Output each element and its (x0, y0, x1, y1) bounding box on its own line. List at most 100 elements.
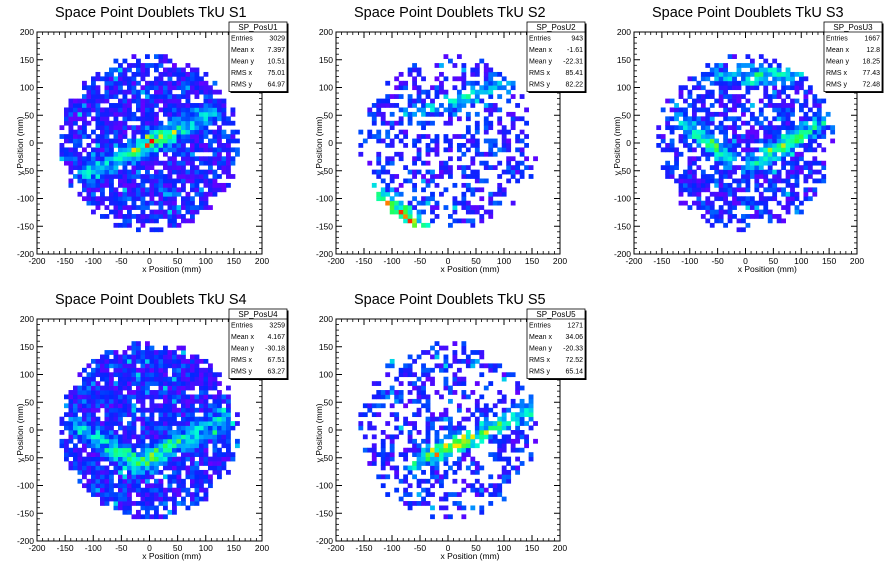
heatmap-bin (705, 205, 711, 210)
heatmap-bin (145, 151, 150, 157)
heatmap-bin (758, 147, 764, 153)
heatmap-bin (506, 129, 512, 135)
heatmap-bin (794, 89, 800, 95)
heatmap-bin (385, 363, 391, 369)
heatmap-bin (176, 492, 182, 497)
heatmap-bin (154, 156, 159, 162)
heatmap-bin (230, 425, 236, 431)
heatmap-bin (403, 129, 409, 135)
heatmap-bin (122, 129, 128, 135)
heatmap-bin (145, 452, 150, 457)
heatmap-bin (479, 89, 485, 95)
heatmap-bin (113, 205, 119, 210)
heatmap-bin (113, 165, 119, 170)
heatmap-bin (127, 205, 132, 210)
heatmap-bin (430, 474, 435, 480)
heatmap-bin (665, 143, 671, 148)
heatmap-bin (86, 191, 92, 197)
heatmap-bin (403, 372, 409, 378)
heatmap-bin (199, 156, 204, 162)
heatmap-bin (185, 169, 191, 175)
heatmap-bin (763, 125, 769, 131)
heatmap-bin (479, 434, 485, 440)
heatmap-bin (448, 103, 453, 108)
heatmap-bin (700, 182, 706, 188)
heatmap-bin (430, 492, 435, 497)
heatmap-bin (732, 116, 737, 122)
heatmap-bin (163, 456, 168, 462)
heatmap-bin (718, 218, 724, 224)
x-tick-label: -150 (355, 256, 372, 266)
heatmap-bin (73, 465, 78, 471)
heatmap-bin (199, 461, 204, 466)
heatmap-bin (113, 358, 119, 364)
heatmap-bin (803, 134, 809, 139)
heatmap-bin (122, 430, 128, 435)
heatmap-bin (118, 85, 123, 91)
heatmap-bin (452, 205, 458, 210)
heatmap-bin (73, 412, 78, 418)
heatmap-bin (109, 496, 114, 502)
heatmap-bin (226, 156, 231, 162)
heatmap-bin (691, 134, 697, 139)
x-tick-label: 200 (255, 543, 269, 553)
heatmap-bin (82, 425, 87, 431)
heatmap-bin (131, 465, 137, 471)
heatmap-bin (785, 147, 791, 153)
heatmap-bins (59, 54, 240, 233)
heatmap-bin (190, 143, 195, 148)
heatmap-bin (118, 403, 123, 409)
heatmap-bin (172, 98, 177, 104)
heatmap-bin (434, 430, 440, 435)
heatmap-bin (122, 443, 128, 449)
heatmap-bin (203, 381, 209, 386)
heatmap-bin (456, 358, 462, 364)
heatmap-bin (212, 89, 218, 95)
heatmap-bin (461, 381, 467, 386)
heatmap-bin (465, 182, 471, 188)
heatmap-bin (158, 416, 164, 422)
heatmap-bin (149, 80, 155, 86)
heatmap-bin (194, 94, 200, 99)
heatmap-bin (127, 492, 132, 497)
heatmap-bin (385, 129, 391, 135)
heatmap-bin (122, 94, 128, 99)
heatmap-bin (64, 452, 69, 457)
heatmap-bin (100, 456, 105, 462)
heatmap-bin (763, 76, 769, 82)
heatmap-bin (140, 196, 146, 202)
heatmap-bin (678, 178, 684, 184)
heatmap-bin (524, 120, 529, 126)
heatmap-bin (727, 143, 733, 148)
heatmap-bin (176, 376, 182, 382)
heatmap-bin (754, 160, 760, 166)
heatmap-bin (113, 76, 119, 82)
heatmap-bin (506, 178, 512, 184)
heatmap-bin (77, 160, 83, 166)
heatmap-bin (172, 63, 177, 68)
heatmap-bin (212, 443, 218, 449)
heatmap-bin (465, 407, 471, 413)
heatmap-bin (203, 143, 209, 148)
heatmap-bin (86, 385, 92, 391)
heatmap-bin (772, 125, 778, 131)
heatmap-bin (104, 474, 110, 480)
heatmap-bin (807, 134, 813, 139)
heatmap-bin (136, 456, 141, 462)
heatmap-bin (705, 156, 711, 162)
heatmap-bin (145, 54, 150, 59)
heatmap-bin (781, 76, 786, 82)
heatmap-bin (149, 174, 155, 179)
heatmap-bin (461, 169, 467, 175)
heatmap-bin (172, 403, 177, 409)
heatmap-bin (772, 214, 778, 219)
heatmap-bin (145, 416, 150, 422)
heatmap-bin (172, 416, 177, 422)
heatmap-bin (91, 103, 96, 108)
heatmap-bin (488, 120, 494, 126)
heatmap-bin (407, 390, 413, 395)
heatmap-bin (696, 129, 702, 135)
heatmap-bin (127, 398, 132, 404)
heatmap-bin (212, 434, 218, 440)
heatmap-bin (474, 147, 480, 153)
